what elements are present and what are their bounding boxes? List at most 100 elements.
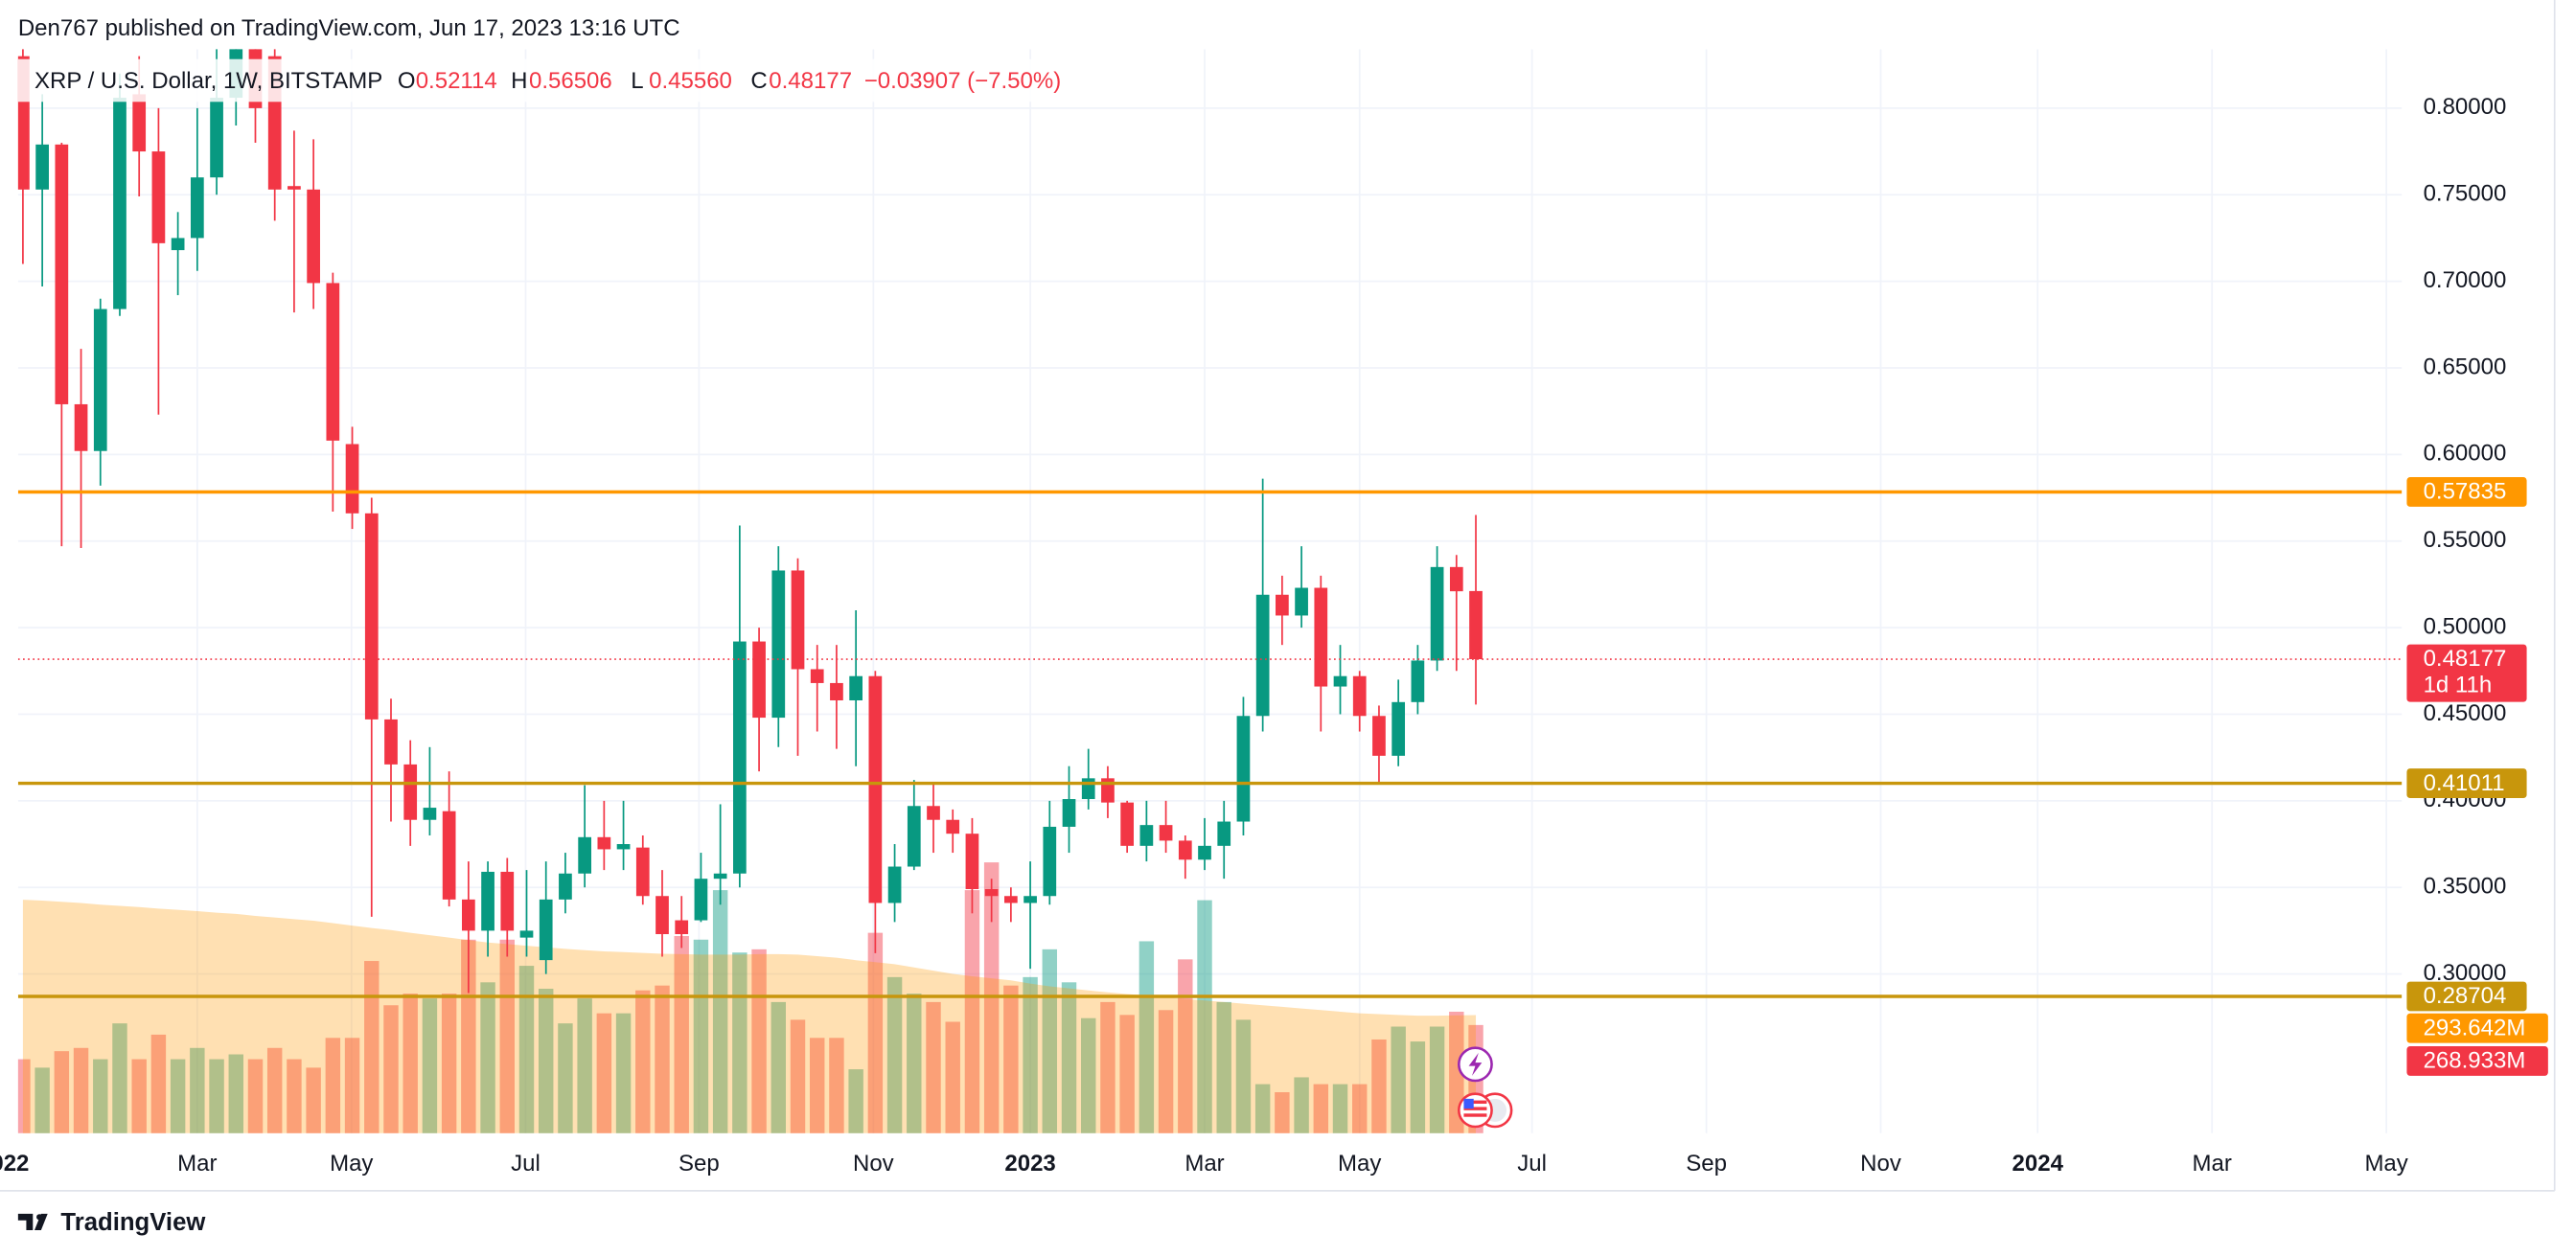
- x-tick-label: Mar: [2193, 1151, 2232, 1177]
- volume-bar: [518, 966, 535, 1133]
- volume-bar: [1216, 1001, 1231, 1133]
- candle-body: [132, 94, 147, 152]
- volume-bar: [383, 1005, 399, 1133]
- countdown-label: 1d 11h: [2424, 673, 2493, 698]
- level-label: 0.41011: [2424, 770, 2505, 796]
- volume-bar: [441, 994, 457, 1133]
- overlay: 0.300000.350000.400000.450000.500000.550…: [2406, 94, 2548, 1076]
- candle-body: [423, 808, 437, 820]
- candle-body: [752, 641, 766, 719]
- volume-bar: [1391, 1026, 1406, 1133]
- candle-body: [403, 764, 418, 820]
- candle-body: [288, 186, 301, 190]
- candle-body: [1217, 821, 1231, 846]
- x-tick-label: 2024: [2012, 1151, 2064, 1177]
- candle-body: [1352, 675, 1367, 717]
- footer-brand: TradingView: [60, 1209, 206, 1236]
- volume-bar: [1158, 1010, 1174, 1133]
- legend-value: 0.48177: [769, 68, 852, 94]
- volume-bar: [54, 1051, 70, 1133]
- legend-value: 0.45560: [649, 68, 732, 94]
- volume-bar: [1275, 1092, 1290, 1133]
- candle-body: [1139, 825, 1154, 846]
- volume-bar: [964, 890, 980, 1133]
- plot-area: [17, 49, 2403, 1133]
- volume-bar: [790, 1019, 806, 1133]
- candle-body: [597, 836, 611, 850]
- volume-bar: [1138, 941, 1155, 1133]
- candle-body: [656, 896, 669, 935]
- last-price-label: 0.48177: [2424, 646, 2507, 672]
- volume-bar: [17, 1059, 31, 1133]
- volume-ma-label: 293.642M: [2424, 1015, 2526, 1040]
- header: Den767 published on TradingView.com, Jun…: [18, 15, 680, 41]
- candle-body: [1024, 896, 1037, 903]
- level-badge: [2406, 981, 2527, 1012]
- x-tick-label: 2022: [0, 1151, 29, 1177]
- y-tick-label: 0.65000: [2424, 354, 2507, 379]
- volume-bar: [1197, 900, 1212, 1133]
- volume-bar: [596, 1013, 612, 1133]
- volume-bar: [886, 976, 903, 1133]
- candle-body: [1236, 716, 1251, 822]
- volume-bar: [325, 1038, 341, 1133]
- candle-body: [1120, 802, 1135, 846]
- volume-bar: [770, 1001, 787, 1133]
- volume-bar: [1371, 1039, 1387, 1133]
- candle-body: [675, 920, 689, 935]
- y-tick-label: 0.75000: [2424, 181, 2507, 207]
- volume-bar: [1429, 1026, 1445, 1133]
- volume-bar: [1332, 1084, 1348, 1133]
- candle-body: [171, 238, 185, 251]
- y-tick-label: 0.50000: [2424, 613, 2507, 639]
- candle-body: [1255, 594, 1270, 717]
- x-tick-label: Sep: [678, 1151, 720, 1177]
- volume-bar: [926, 1001, 941, 1133]
- volume-bar: [558, 1023, 573, 1133]
- candle-body: [384, 719, 398, 765]
- candle-body: [442, 811, 456, 900]
- symbol-title: XRP / U.S. Dollar, 1W, BITSTAMP: [34, 68, 382, 94]
- candle-body: [35, 144, 49, 190]
- candle-body: [694, 879, 708, 921]
- candle-body: [93, 309, 107, 451]
- volume-bar: [1178, 959, 1193, 1133]
- x-tick-label: May: [2364, 1151, 2407, 1177]
- volume-bar: [1081, 1017, 1096, 1133]
- candle-body: [1276, 594, 1289, 616]
- volume-bar: [131, 1059, 147, 1133]
- legend-key: O: [398, 68, 416, 94]
- candle-body: [1198, 845, 1211, 860]
- x-tick-label: Nov: [853, 1151, 894, 1177]
- legend-change: −0.03907 (−7.50%): [864, 68, 1061, 94]
- candle-body: [927, 806, 940, 820]
- volume-bar: [150, 1034, 167, 1133]
- candle-body: [1469, 590, 1483, 660]
- level-label: 0.57835: [2424, 479, 2507, 505]
- volume-bar: [209, 1059, 224, 1133]
- candle-body: [307, 189, 320, 284]
- candle-body: [1043, 826, 1057, 897]
- legend-value: 0.56506: [529, 68, 612, 94]
- candle-body: [210, 98, 223, 178]
- candle-body: [733, 641, 747, 874]
- x-tick-label: May: [330, 1151, 373, 1177]
- legend-key: C: [750, 68, 767, 94]
- volume-bar: [538, 989, 554, 1133]
- volume-bar: [228, 1054, 243, 1133]
- candle-body: [1449, 566, 1463, 592]
- volume-bar: [1061, 982, 1077, 1133]
- candle-body: [190, 177, 204, 239]
- x-tick-label: May: [1338, 1151, 1381, 1177]
- volume-bar: [1119, 1015, 1135, 1133]
- candle-body: [1372, 716, 1386, 756]
- candle-body: [1411, 660, 1425, 702]
- volume-ma-area: [22, 900, 1477, 1133]
- candle-body: [55, 144, 69, 404]
- x-tick-label: Mar: [1184, 1151, 1224, 1177]
- volume-bar: [1254, 1084, 1271, 1133]
- candle-body: [17, 56, 30, 190]
- candle-body: [1159, 825, 1173, 841]
- volume-bar: [93, 1059, 108, 1133]
- candle-body: [151, 151, 166, 243]
